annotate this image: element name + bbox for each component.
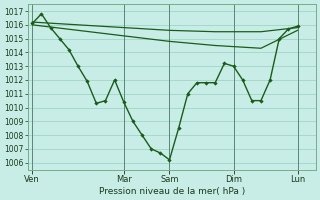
X-axis label: Pression niveau de la mer( hPa ): Pression niveau de la mer( hPa ) <box>99 187 245 196</box>
